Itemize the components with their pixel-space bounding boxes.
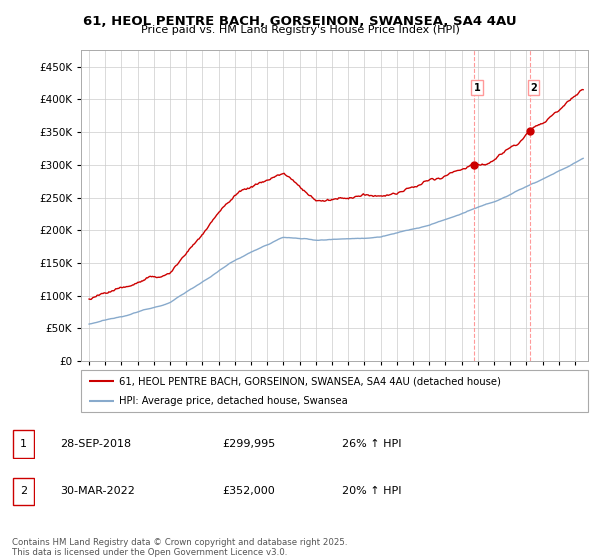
Text: 1: 1 (20, 439, 27, 449)
Text: 28-SEP-2018: 28-SEP-2018 (60, 438, 131, 449)
Text: HPI: Average price, detached house, Swansea: HPI: Average price, detached house, Swan… (119, 396, 348, 406)
Text: 30-MAR-2022: 30-MAR-2022 (60, 486, 135, 496)
Text: £299,995: £299,995 (222, 438, 275, 449)
Text: £352,000: £352,000 (222, 486, 275, 496)
Text: 2: 2 (530, 83, 537, 93)
Text: 61, HEOL PENTRE BACH, GORSEINON, SWANSEA, SA4 4AU: 61, HEOL PENTRE BACH, GORSEINON, SWANSEA… (83, 15, 517, 28)
Text: 26% ↑ HPI: 26% ↑ HPI (342, 438, 401, 449)
Text: 1: 1 (473, 83, 480, 93)
Text: 2: 2 (20, 487, 27, 496)
Text: 20% ↑ HPI: 20% ↑ HPI (342, 486, 401, 496)
Text: Price paid vs. HM Land Registry's House Price Index (HPI): Price paid vs. HM Land Registry's House … (140, 25, 460, 35)
Text: Contains HM Land Registry data © Crown copyright and database right 2025.
This d: Contains HM Land Registry data © Crown c… (12, 538, 347, 557)
Text: 61, HEOL PENTRE BACH, GORSEINON, SWANSEA, SA4 4AU (detached house): 61, HEOL PENTRE BACH, GORSEINON, SWANSEA… (119, 376, 501, 386)
